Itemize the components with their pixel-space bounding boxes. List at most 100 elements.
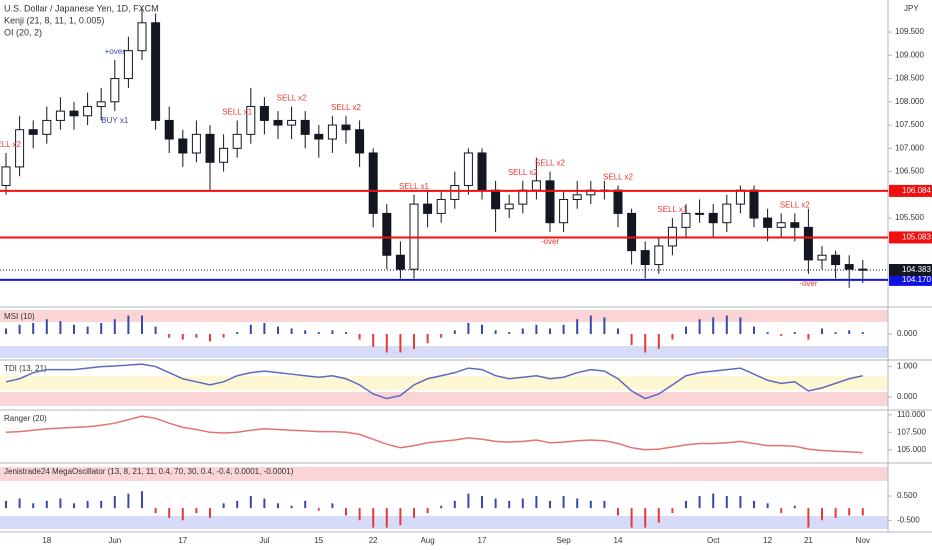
histogram-bar (236, 332, 239, 334)
histogram-bar (59, 498, 62, 509)
histogram-bar (453, 500, 456, 509)
histogram-bar (236, 500, 239, 509)
histogram-bar (141, 491, 143, 509)
candle-body (831, 254, 841, 266)
histogram-bar (562, 496, 565, 509)
histogram-bar (222, 334, 225, 338)
candle-body (559, 198, 569, 224)
histogram-bar (317, 332, 320, 334)
histogram-bar (576, 498, 579, 509)
histogram-bar (413, 334, 415, 349)
candle-body (776, 222, 786, 228)
candle-body (205, 133, 215, 163)
histogram-bar (725, 315, 728, 334)
x-tick-label: 15 (314, 536, 323, 545)
histogram-bar (358, 508, 361, 521)
signal-label: SELL x1 (399, 182, 429, 191)
histogram-bar (671, 508, 674, 514)
panel-title: MSI (10) (4, 312, 35, 321)
histogram-bar (562, 324, 565, 334)
histogram-bar (549, 500, 551, 509)
x-tick-label: 12 (763, 536, 772, 545)
histogram-bar (549, 328, 551, 334)
indicator-label: OI (20, 2) (4, 27, 42, 37)
histogram-bar (385, 508, 388, 528)
candle-body (232, 133, 242, 149)
histogram-bar (793, 332, 796, 334)
candle-body (463, 152, 473, 187)
histogram-bar (848, 508, 851, 516)
candle-body (817, 254, 827, 261)
indicator-line (5, 415, 863, 454)
histogram-bar (753, 500, 755, 509)
histogram-bar (73, 324, 75, 334)
histogram-bar (209, 334, 211, 342)
histogram-bar (45, 500, 48, 509)
candle-body (749, 189, 759, 219)
histogram-bar (494, 498, 497, 509)
indicator-label: Kenji (21, 8, 11, 1, 0.005) (4, 15, 104, 25)
y-tick-label: 106.500 (895, 167, 924, 176)
histogram-bar (725, 496, 728, 509)
candle-body (395, 254, 405, 270)
histogram-bar (508, 332, 511, 334)
x-tick-label: 22 (369, 536, 378, 545)
histogram-bar (848, 330, 851, 334)
histogram-bar (358, 334, 361, 340)
histogram-bar (86, 500, 89, 509)
histogram-bar (494, 330, 497, 334)
signal-label: SELL x2 (603, 173, 633, 182)
price-label: 106.084 (902, 186, 931, 195)
y-tick-label: 1.000 (897, 362, 918, 371)
histogram-bar (168, 334, 171, 338)
histogram-bar (630, 508, 633, 528)
histogram-bar (127, 493, 130, 509)
histogram-bar (181, 508, 184, 521)
histogram-bar (154, 508, 157, 514)
histogram-bar (372, 334, 375, 347)
x-tick-label: Oct (707, 536, 720, 545)
histogram-bar (861, 508, 864, 516)
currency-label: JPY (904, 4, 919, 13)
histogram-bar (317, 508, 320, 511)
histogram-bar (59, 321, 62, 334)
signal-label: SELL x2 (780, 201, 810, 210)
candle-body (355, 129, 365, 154)
histogram-bar (345, 508, 347, 516)
histogram-bar (290, 328, 293, 334)
candle-body (314, 133, 324, 140)
histogram-bar (127, 315, 130, 334)
candle-body (341, 124, 351, 131)
band (0, 310, 888, 322)
candle-body (110, 78, 120, 103)
panel-title: Ranger (20) (4, 414, 47, 423)
candle-body (123, 50, 133, 80)
candle-body (287, 119, 297, 126)
histogram-bar (168, 508, 171, 518)
candle-body (1, 166, 11, 187)
signal-label: SELL x1 (222, 108, 252, 117)
candle-body (423, 203, 433, 214)
histogram-bar (5, 328, 7, 334)
candle-body (790, 222, 800, 228)
y-tick-label: 105.000 (897, 445, 926, 454)
histogram-bar (195, 334, 198, 338)
candle-body (640, 250, 650, 266)
histogram-bar (589, 500, 592, 509)
histogram-bar (698, 496, 701, 509)
histogram-bar (766, 503, 769, 509)
chart-title: U.S. Dollar / Japanese Yen, 1D, FXCM (4, 3, 159, 13)
histogram-bar (154, 326, 157, 334)
histogram-bar (780, 334, 783, 336)
x-tick-label: Jun (108, 536, 121, 545)
signal-label: SELL x2 (0, 140, 22, 149)
x-tick-label: 17 (178, 536, 187, 545)
histogram-bar (698, 319, 701, 334)
candle-body (708, 212, 718, 224)
histogram-bar (195, 508, 198, 514)
candle-body (491, 189, 501, 210)
histogram-bar (32, 322, 35, 334)
histogram-bar (657, 334, 660, 349)
candle-body (613, 189, 623, 214)
price-box (889, 273, 932, 286)
